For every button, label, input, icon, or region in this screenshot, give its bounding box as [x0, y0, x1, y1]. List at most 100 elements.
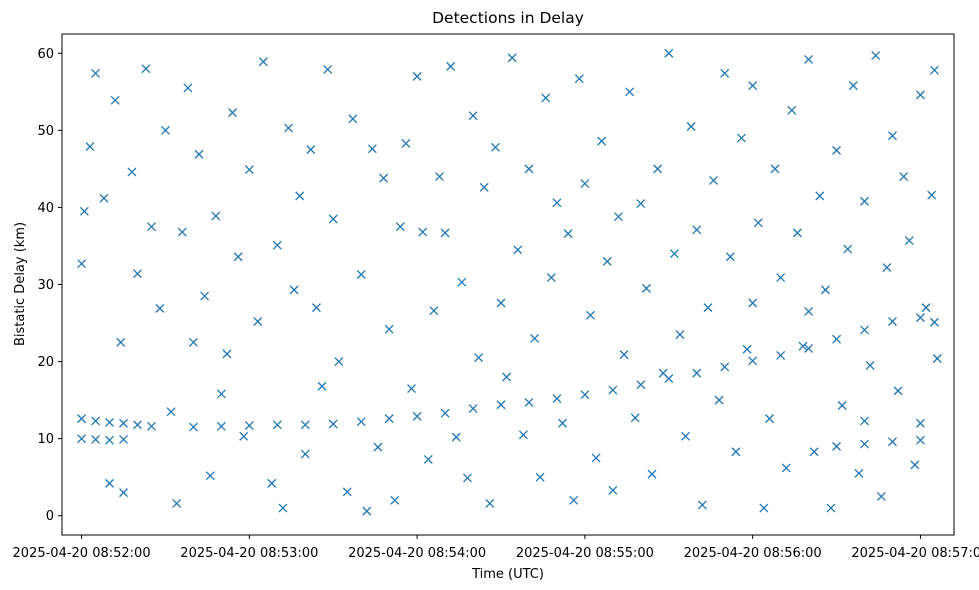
data-point: [468, 404, 478, 414]
data-point: [625, 87, 635, 97]
data-point: [91, 434, 101, 444]
data-point: [653, 164, 663, 174]
data-point: [412, 71, 422, 81]
x-axis-label: Time (UTC): [471, 567, 544, 582]
data-point: [390, 495, 400, 505]
data-point: [133, 269, 142, 279]
data-point: [485, 498, 495, 508]
data-point: [490, 142, 500, 152]
data-point: [379, 173, 389, 183]
data-point: [541, 93, 551, 103]
data-point: [882, 263, 892, 273]
data-point: [910, 460, 920, 470]
data-point: [457, 277, 467, 287]
data-point: [860, 325, 869, 335]
data-point: [530, 333, 540, 343]
data-point: [929, 317, 939, 327]
data-point: [865, 360, 875, 370]
data-point: [328, 419, 338, 429]
data-point: [915, 313, 925, 323]
data-point: [99, 193, 109, 203]
data-point: [284, 123, 293, 133]
data-point: [77, 414, 87, 424]
data-point: [602, 256, 612, 266]
data-point: [401, 138, 411, 148]
data-point: [586, 310, 595, 320]
data-point: [342, 487, 352, 497]
data-point: [580, 390, 590, 400]
data-point: [535, 472, 545, 482]
data-point: [899, 172, 909, 182]
data-point: [675, 330, 685, 340]
data-point: [929, 65, 939, 75]
data-point: [787, 105, 797, 115]
data-point: [418, 227, 428, 237]
data-point: [552, 198, 562, 208]
y-axis-label: Bistatic Delay (km): [13, 222, 28, 346]
data-point: [703, 303, 713, 313]
data-point: [669, 249, 679, 259]
data-point: [507, 53, 517, 63]
data-point: [848, 81, 858, 91]
data-point: [105, 418, 114, 427]
data-point: [658, 368, 668, 378]
data-point: [820, 285, 830, 295]
data-point: [563, 229, 573, 239]
data-point: [105, 478, 114, 488]
data-point: [253, 317, 263, 326]
data-point: [119, 434, 128, 444]
y-tick-label: 10: [37, 432, 54, 447]
data-point: [384, 414, 394, 424]
data-point: [770, 164, 780, 174]
data-point: [832, 441, 842, 451]
data-point: [474, 353, 484, 363]
data-point: [854, 468, 864, 478]
y-tick-label: 20: [37, 355, 54, 370]
data-point: [725, 252, 735, 262]
data-point: [932, 354, 942, 363]
data-point: [692, 368, 702, 378]
data-point: [502, 372, 512, 382]
data-point: [194, 149, 204, 159]
data-point: [496, 400, 506, 410]
data-point: [278, 503, 288, 513]
data-point: [172, 498, 182, 508]
data-point: [317, 381, 327, 391]
data-point: [407, 384, 416, 394]
data-point: [731, 447, 741, 457]
data-point: [462, 473, 472, 483]
data-point: [295, 191, 305, 201]
x-axis: 2025-04-20 08:52:00 2025-04-20 08:53:00 20…: [13, 535, 979, 561]
data-point: [804, 307, 814, 316]
chart-title: Detections in Delay: [432, 9, 584, 27]
data-point: [367, 144, 377, 154]
data-point: [636, 380, 646, 390]
data-point: [518, 430, 528, 440]
data-point: [720, 68, 730, 78]
x-tick-label: 2025-04-20 08:53:00: [180, 546, 318, 561]
data-point: [440, 228, 450, 238]
y-tick-label: 40: [37, 201, 54, 216]
data-point: [258, 57, 268, 67]
data-point: [91, 68, 101, 78]
data-point: [216, 389, 226, 399]
data-point: [233, 252, 243, 262]
data-point: [222, 349, 232, 359]
data-point: [161, 125, 170, 135]
data-point: [440, 408, 450, 418]
data-point: [764, 414, 774, 424]
data-point: [915, 418, 925, 428]
data-point: [239, 431, 249, 441]
data-point: [524, 164, 534, 174]
data-point: [748, 298, 758, 308]
data-point: [110, 95, 120, 105]
data-point: [183, 83, 193, 93]
x-tick-label: 2025-04-20 08:54:00: [348, 546, 486, 561]
data-point: [630, 413, 640, 423]
data-point: [79, 206, 89, 216]
data-point: [429, 306, 439, 316]
data-point: [119, 418, 128, 428]
data-point: [815, 191, 825, 201]
data-point: [272, 240, 282, 250]
